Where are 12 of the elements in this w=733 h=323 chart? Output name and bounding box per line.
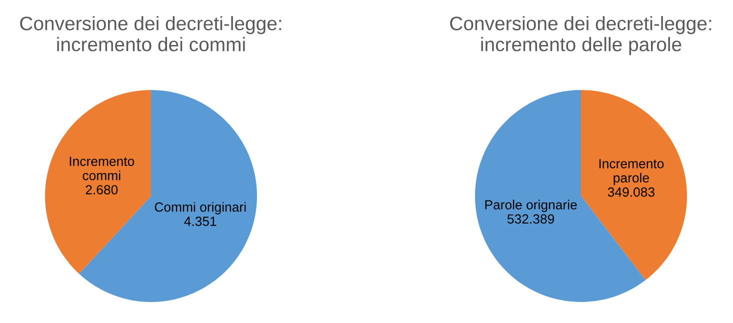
data-label: 349.083 [608, 187, 654, 197]
data-label: 4.351 [184, 216, 216, 226]
slice-label: Parole orignarie [485, 200, 577, 212]
data-label: 2.680 [86, 185, 118, 194]
slice-label: Incremento commi [70, 156, 134, 180]
slice-label: Incremento parole [599, 159, 664, 186]
pie-slice [581, 90, 687, 280]
slice-label: Commi originari [154, 202, 246, 214]
pie-slice [45, 90, 151, 274]
chart-title: Conversione dei decreti-legge: incremento dei commi [20, 16, 282, 52]
chart-title: Conversione dei decreti-legge: incremento delle parole [450, 16, 712, 56]
data-label: 532.389 [507, 214, 554, 224]
